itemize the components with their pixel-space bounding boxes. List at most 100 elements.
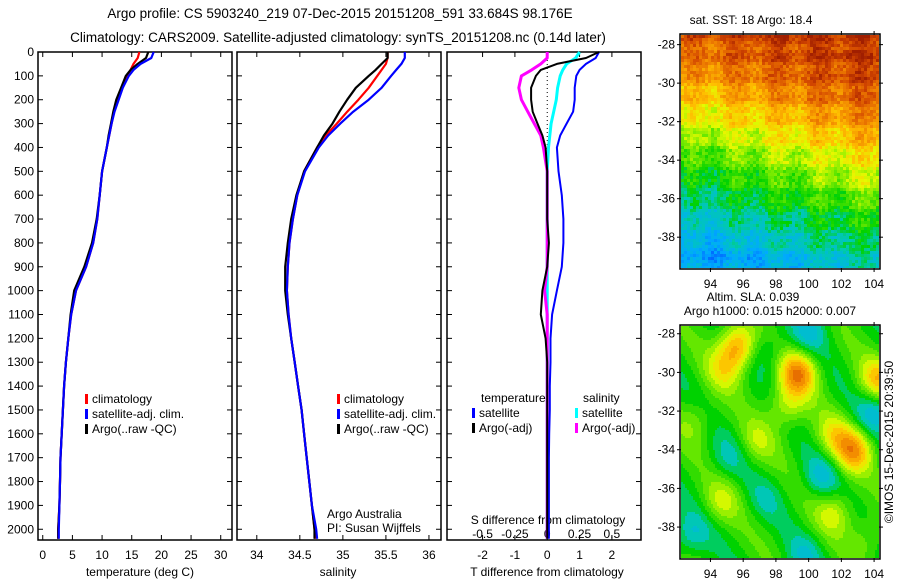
legend-swatch-sdiff-3	[575, 423, 578, 433]
legend-label-sal-1: satellite-adj. clim.	[344, 407, 436, 421]
y-tick-label: 200	[14, 93, 34, 107]
imos-credit: ©IMOS 15-Dec-2015 20:39:50	[882, 361, 896, 524]
y-tick-label: 1800	[7, 475, 34, 489]
difference-line-2	[545, 51, 581, 539]
map-x-tick-label: 94	[704, 277, 718, 291]
map-x-tick-label: 102	[831, 567, 851, 580]
y-tick-label: 700	[14, 212, 34, 226]
difference-panel-frame	[446, 51, 642, 541]
y-tick-label: 800	[14, 236, 34, 250]
x-tick-label: 1	[576, 548, 583, 562]
legend-label-sal-2: Argo(..raw -QC)	[344, 422, 429, 436]
map-y-tick-label: -34	[658, 153, 676, 167]
x-tick-label: 0	[544, 548, 551, 562]
map-x-tick-label: 100	[799, 277, 819, 291]
title-line-1: Argo profile: CS 5903240_219 07-Dec-2015…	[107, 6, 572, 21]
legend-label-temp-2: Argo(..raw -QC)	[92, 422, 177, 436]
salinity-line-1	[285, 52, 406, 539]
x-tick-label: 34	[250, 548, 264, 562]
legend-swatch-tdiff-1	[472, 423, 475, 433]
y-tick-label: 1700	[7, 451, 34, 465]
sla-heatmap	[681, 326, 879, 558]
difference-line-1	[530, 51, 600, 539]
legend-swatch-sal-2	[337, 424, 340, 434]
y-tick-label: 1900	[7, 498, 34, 512]
x-tick-label: 15	[125, 548, 139, 562]
x-tick-label: -0.5	[472, 527, 493, 541]
map-y-tick-label: -38	[658, 230, 676, 244]
legend-swatch-temp-2	[85, 424, 88, 434]
legend-label-temp-1: satellite-adj. clim.	[92, 407, 184, 421]
salinity-panel-frame	[236, 51, 442, 541]
temperature-line-2	[57, 51, 150, 539]
legend-label-temp-0: climatology	[92, 392, 152, 406]
map-x-tick-label: 94	[704, 567, 718, 580]
map-x-tick-label: 104	[864, 277, 884, 291]
legend-label-tdiff-0: satellite	[479, 406, 520, 420]
legend-swatch-temp-0	[85, 394, 88, 404]
legend-header-temperature: temperature	[481, 391, 546, 405]
x-tick-label: 30	[214, 548, 228, 562]
difference-line-0	[547, 51, 600, 539]
x-tick-label: 2	[609, 548, 616, 562]
legend-label-sdiff-3: Argo(-adj)	[582, 421, 635, 435]
x-tick-label: -1	[510, 548, 521, 562]
x-tick-label: 34.5	[288, 548, 312, 562]
x-tick-label: -0.25	[501, 527, 529, 541]
y-tick-label: 100	[14, 69, 34, 83]
salinity-xlabel: salinity	[320, 565, 357, 579]
map-y-tick-label: -36	[658, 192, 676, 206]
legend-swatch-sdiff-2	[575, 408, 578, 418]
title-line-2: Climatology: CARS2009. Satellite-adjuste…	[70, 30, 606, 45]
legend-label-tdiff-1: Argo(-adj)	[479, 421, 532, 435]
x-tick-label: 10	[95, 548, 109, 562]
temperature-xlabel: temperature (deg C)	[86, 565, 194, 579]
x-tick-label: 0	[39, 548, 46, 562]
map-x-tick-label: 100	[799, 567, 819, 580]
temperature-panel-frame	[37, 51, 233, 541]
x-tick-label: 36	[422, 548, 436, 562]
y-tick-label: 300	[14, 117, 34, 131]
map-x-tick-label: 104	[864, 567, 884, 580]
x-tick-label: 5	[69, 548, 76, 562]
y-tick-label: 400	[14, 140, 34, 154]
map-y-tick-label: -28	[658, 38, 676, 52]
y-tick-label: 1400	[7, 379, 34, 393]
map-x-tick-label: 102	[831, 277, 851, 291]
sla-map-title: Altim. SLA: 0.039	[707, 290, 800, 304]
x-tick-label: 0.25	[568, 527, 592, 541]
y-tick-label: 1300	[7, 355, 34, 369]
x-tick-label: 25	[184, 548, 198, 562]
y-tick-label: 600	[14, 188, 34, 202]
y-tick-label: 1000	[7, 284, 34, 298]
map-x-tick-label: 96	[737, 567, 751, 580]
x-tick-label: 20	[155, 548, 169, 562]
sla-map-subtitle: Argo h1000: 0.015 h2000: 0.007	[684, 304, 856, 318]
legend-swatch-tdiff-0	[472, 408, 475, 418]
map-y-tick-label: -32	[658, 115, 676, 129]
map-y-tick-label: -30	[658, 365, 676, 379]
map-y-tick-label: -32	[658, 404, 676, 418]
y-tick-label: 500	[14, 164, 34, 178]
legend-swatch-sal-1	[337, 409, 340, 419]
map-y-tick-label: -28	[658, 327, 676, 341]
map-x-tick-label: 98	[769, 277, 783, 291]
temperature-line-0	[57, 51, 141, 539]
map-x-tick-label: 96	[737, 277, 751, 291]
map-y-tick-label: -30	[658, 76, 676, 90]
legend-swatch-temp-1	[85, 409, 88, 419]
y-tick-label: 1600	[7, 427, 34, 441]
map-y-tick-label: -36	[658, 481, 676, 495]
y-tick-label: 900	[14, 260, 34, 274]
x-tick-label: -2	[477, 548, 488, 562]
x-tick-label: 0.5	[604, 527, 621, 541]
legend-label-sdiff-2: satellite	[582, 406, 623, 420]
y-tick-label: 1200	[7, 331, 34, 345]
y-tick-label: 1500	[7, 403, 34, 417]
annotation-argo-australia: Argo Australia	[327, 507, 402, 521]
t-diff-xlabel: T difference from climatology	[470, 565, 624, 579]
legend-swatch-sal-0	[337, 394, 340, 404]
y-tick-label: 0	[27, 45, 34, 59]
